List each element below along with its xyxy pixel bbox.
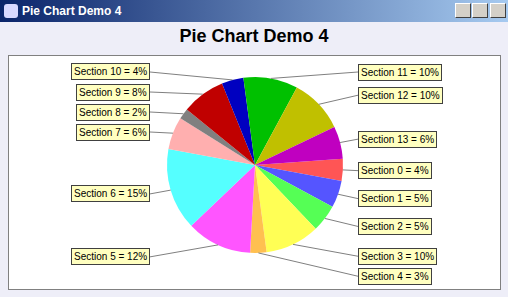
svg-text:Section 11 = 10%: Section 11 = 10%: [361, 67, 439, 78]
svg-text:Section 8 = 2%: Section 8 = 2%: [79, 107, 147, 118]
svg-text:Section 1 = 5%: Section 1 = 5%: [361, 193, 429, 204]
svg-text:Section 5 = 12%: Section 5 = 12%: [74, 251, 147, 262]
html-text:Pie Chart Demo 4: Pie Chart Demo 4: [22, 4, 122, 18]
svg-text:Section 2 = 5%: Section 2 = 5%: [361, 221, 429, 232]
svg-text:Section 13 = 6%: Section 13 = 6%: [361, 134, 434, 145]
svg-text:Section 6 = 15%: Section 6 = 15%: [74, 188, 147, 199]
svg-text:Pie Chart Demo 4: Pie Chart Demo 4: [179, 26, 328, 46]
svg-text:Section 10 = 4%: Section 10 = 4%: [74, 66, 147, 77]
svg-text:Section 4 = 3%: Section 4 = 3%: [361, 271, 429, 282]
svg-text:Section 0 = 4%: Section 0 = 4%: [361, 165, 429, 176]
svg-text:Section 9 = 8%: Section 9 = 8%: [79, 87, 147, 98]
svg-text:Section 3 = 10%: Section 3 = 10%: [361, 251, 434, 262]
svg-text:Section 12 = 10%: Section 12 = 10%: [361, 90, 440, 101]
svg-text:Section 7 = 6%: Section 7 = 6%: [79, 127, 147, 138]
